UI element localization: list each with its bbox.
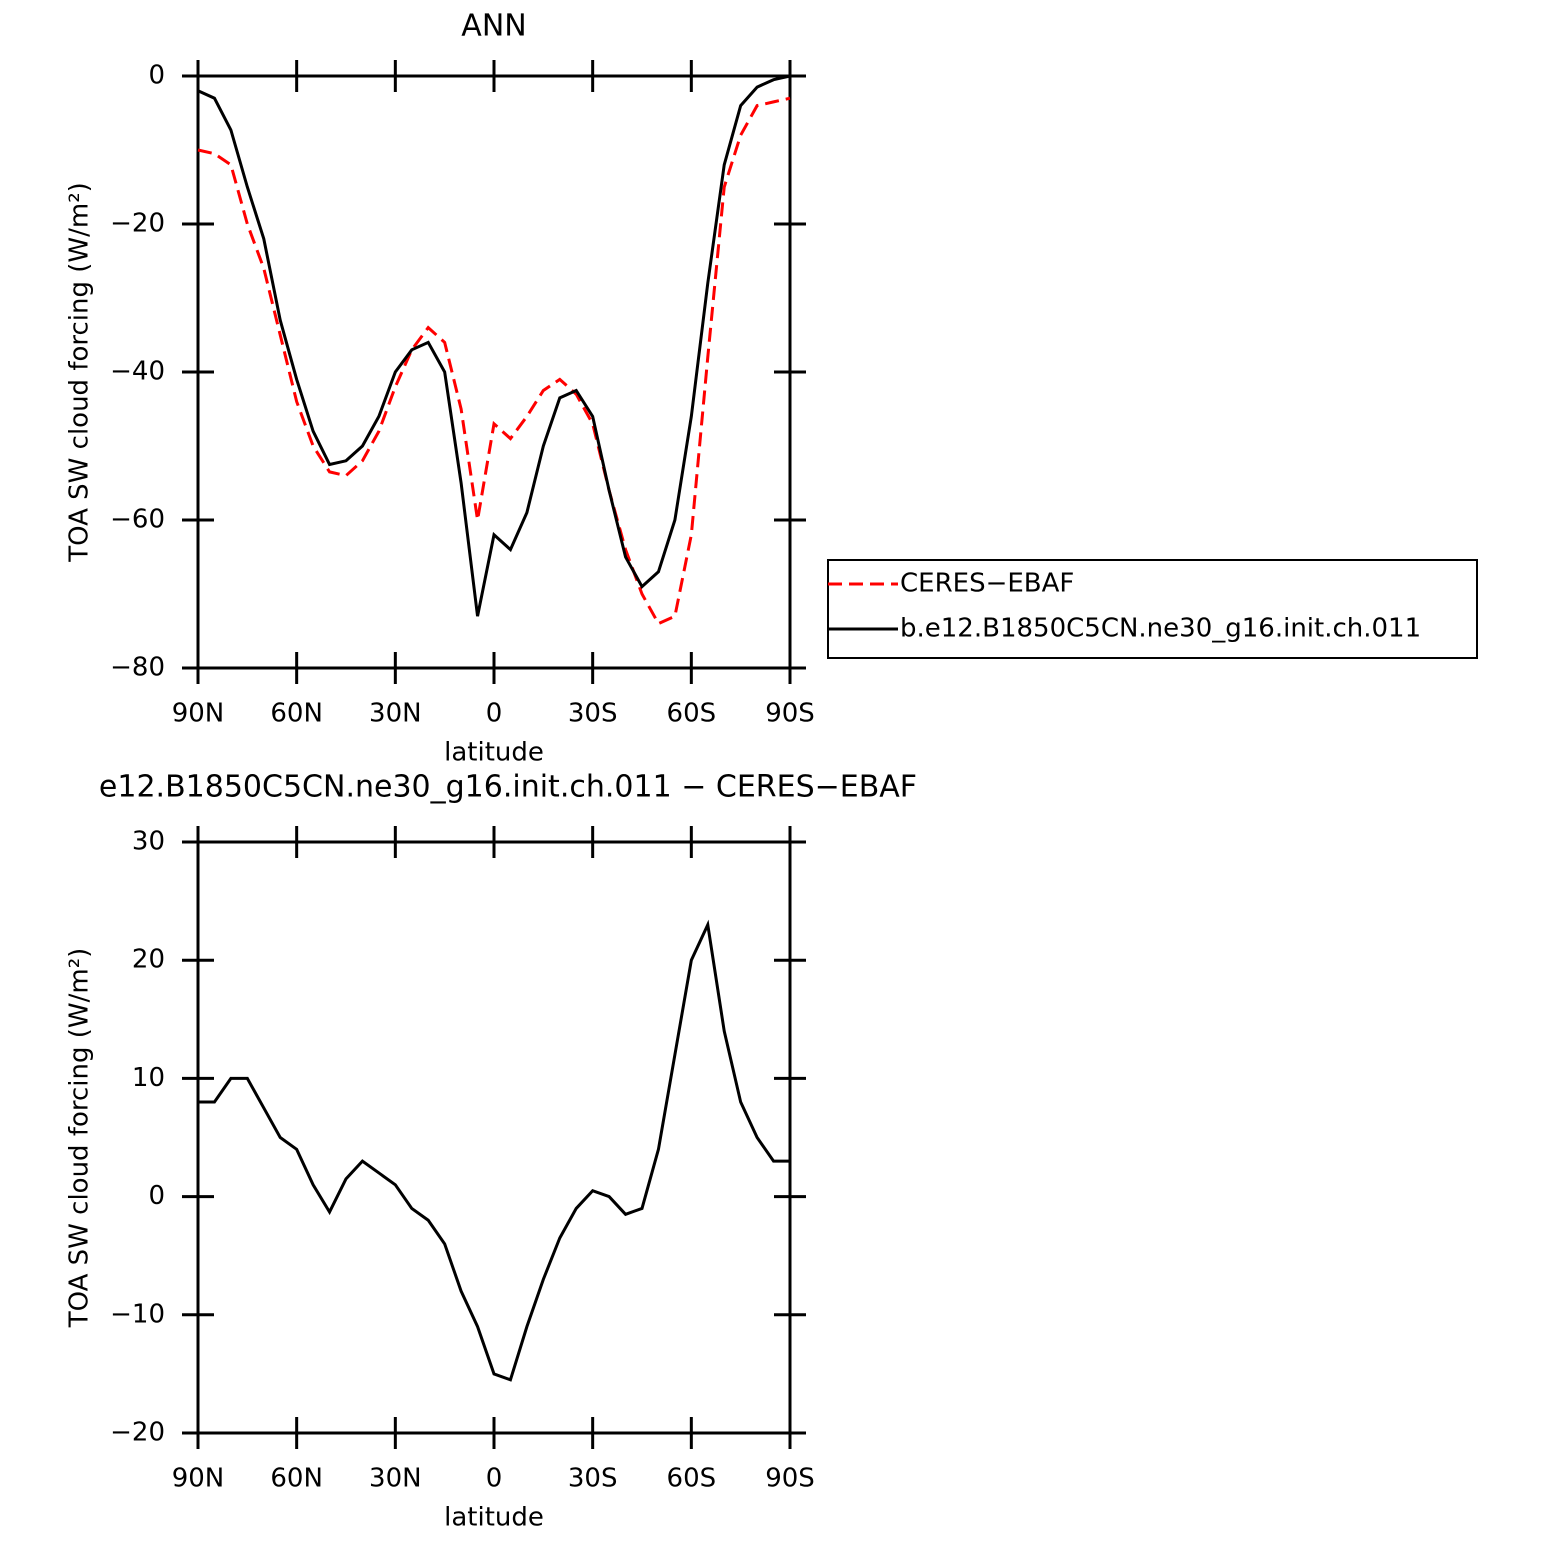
x-tick-label: 0 bbox=[486, 699, 503, 729]
x-axis-label: latitude bbox=[444, 1503, 544, 1533]
legend-box bbox=[827, 559, 1478, 659]
y-tick-label: 0 bbox=[148, 61, 165, 91]
x-tick-label: 90S bbox=[765, 1464, 815, 1494]
x-tick-label: 60S bbox=[667, 699, 717, 729]
chart-title: ANN bbox=[461, 9, 526, 44]
x-tick-label: 60N bbox=[270, 1464, 323, 1494]
x-tick-label: 30N bbox=[369, 699, 422, 729]
y-tick-label: −20 bbox=[110, 1418, 165, 1448]
x-tick-label: 90N bbox=[172, 699, 225, 729]
x-tick-label: 60N bbox=[270, 699, 323, 729]
y-tick-label: −40 bbox=[110, 357, 165, 387]
x-tick-label: 90S bbox=[765, 699, 815, 729]
data-line bbox=[198, 919, 790, 1382]
plot-frame bbox=[196, 840, 792, 1435]
legend-label: CERES−EBAF bbox=[900, 569, 1074, 599]
y-tick-label: 10 bbox=[132, 1063, 165, 1093]
legend-label: b.e12.B1850C5CN.ne30_g16.init.ch.011 bbox=[900, 614, 1421, 644]
y-tick-label: 20 bbox=[132, 945, 165, 975]
y-axis-label: TOA SW cloud forcing (W/m²) bbox=[65, 182, 95, 563]
data-line bbox=[197, 74, 791, 617]
x-tick-label: 60S bbox=[667, 1464, 717, 1494]
y-tick-label: −60 bbox=[110, 505, 165, 535]
plot-frame bbox=[196, 74, 792, 670]
x-tick-label: 90N bbox=[172, 1464, 225, 1494]
x-axis-label: latitude bbox=[444, 738, 544, 768]
chart-title: e12.B1850C5CN.ne30_g16.init.ch.011 − CER… bbox=[99, 770, 917, 805]
y-axis-label: TOA SW cloud forcing (W/m²) bbox=[65, 948, 95, 1329]
x-tick-label: 0 bbox=[486, 1464, 503, 1494]
y-tick-label: 30 bbox=[132, 827, 165, 857]
y-tick-label: −10 bbox=[110, 1299, 165, 1329]
y-tick-label: −20 bbox=[110, 209, 165, 239]
y-tick-label: 0 bbox=[148, 1181, 165, 1211]
x-tick-label: 30N bbox=[369, 1464, 422, 1494]
x-tick-label: 30S bbox=[568, 1464, 618, 1494]
data-line bbox=[197, 96, 791, 626]
x-tick-label: 30S bbox=[568, 699, 618, 729]
y-tick-label: −80 bbox=[110, 653, 165, 683]
